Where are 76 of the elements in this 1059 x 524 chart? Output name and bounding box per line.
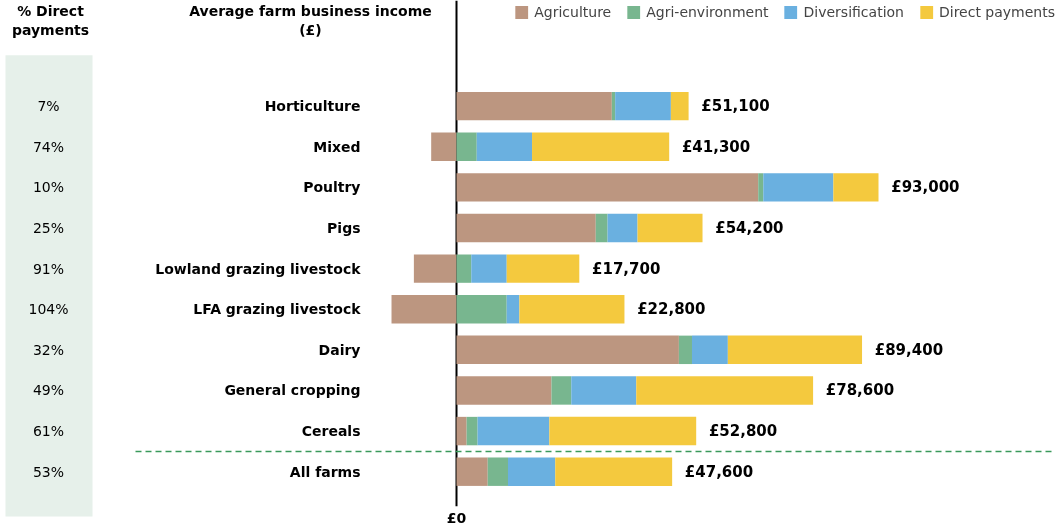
annotation: £78,600 bbox=[825, 381, 895, 400]
y-tick-label: All farms bbox=[289, 463, 361, 480]
text: 61% bbox=[32, 423, 65, 440]
bar bbox=[487, 457, 508, 486]
annotation: £41,300 bbox=[681, 137, 751, 156]
text: 25% bbox=[32, 219, 65, 236]
y-tick-label: Cereals bbox=[301, 423, 361, 440]
bar bbox=[466, 416, 478, 446]
annotation: £89,400 bbox=[874, 340, 944, 359]
text: % Direct payments bbox=[11, 3, 90, 39]
y-tick-label: Mixed bbox=[313, 138, 361, 155]
text: 10% bbox=[32, 179, 65, 196]
bar bbox=[507, 457, 556, 486]
bar bbox=[506, 254, 580, 283]
annotation: £93,000 bbox=[891, 178, 960, 197]
annotation: £54,200 bbox=[715, 218, 784, 237]
legend-label: Direct payments bbox=[938, 4, 1055, 20]
bar bbox=[456, 295, 507, 324]
y-tick-label: LFA grazing livestock bbox=[193, 301, 362, 318]
annotation: £51,100 bbox=[701, 97, 770, 116]
text: 49% bbox=[32, 382, 65, 399]
bar bbox=[456, 376, 552, 405]
bar bbox=[549, 416, 697, 446]
legend-label: Agriculture bbox=[534, 4, 612, 20]
annotation: £17,700 bbox=[592, 259, 661, 278]
text: £0 bbox=[446, 510, 467, 524]
bar bbox=[456, 457, 488, 486]
bar bbox=[471, 254, 507, 283]
bar bbox=[615, 91, 671, 121]
bar bbox=[670, 91, 689, 121]
y-tick-label: Pigs bbox=[327, 219, 361, 236]
bar bbox=[519, 295, 625, 324]
bar bbox=[456, 416, 467, 446]
bar bbox=[763, 173, 834, 202]
bar bbox=[551, 376, 572, 405]
bar bbox=[532, 132, 670, 161]
bar bbox=[571, 376, 637, 405]
bar bbox=[691, 335, 728, 365]
y-tick-label: General cropping bbox=[224, 382, 361, 399]
bar bbox=[607, 213, 638, 243]
bar bbox=[456, 254, 472, 283]
bar bbox=[758, 173, 764, 202]
bar bbox=[413, 254, 457, 283]
bar bbox=[678, 335, 692, 365]
bar bbox=[636, 376, 814, 405]
bar bbox=[456, 91, 612, 121]
bar bbox=[477, 416, 550, 446]
bar bbox=[391, 295, 457, 324]
text: 32% bbox=[32, 341, 65, 358]
legend-label: Agri-environment bbox=[646, 4, 769, 20]
bar bbox=[727, 335, 863, 365]
bar bbox=[637, 213, 703, 243]
y-axis-title: Average farm business income (£) bbox=[189, 3, 432, 39]
text: 91% bbox=[32, 260, 65, 277]
bar bbox=[456, 335, 679, 365]
bar bbox=[476, 132, 533, 161]
bar bbox=[456, 132, 477, 161]
y-tick-label: Poultry bbox=[303, 179, 361, 196]
bar bbox=[456, 213, 596, 243]
legend-label: Diversification bbox=[803, 4, 904, 20]
annotation: £52,800 bbox=[708, 422, 778, 441]
bar bbox=[555, 457, 673, 486]
bar bbox=[595, 213, 608, 243]
text: 7% bbox=[37, 98, 60, 115]
y-tick-label: Lowland grazing livestock bbox=[155, 260, 362, 277]
bar bbox=[431, 132, 457, 161]
bar bbox=[506, 295, 520, 324]
y-tick-label: Dairy bbox=[318, 341, 361, 358]
annotation: £47,600 bbox=[684, 462, 754, 481]
text: 53% bbox=[32, 463, 65, 480]
annotation: £22,800 bbox=[637, 300, 706, 319]
bar bbox=[833, 173, 879, 202]
y-tick-label: Horticulture bbox=[264, 98, 361, 115]
text: 74% bbox=[32, 138, 65, 155]
bar bbox=[456, 173, 759, 202]
text: 104% bbox=[28, 301, 69, 318]
